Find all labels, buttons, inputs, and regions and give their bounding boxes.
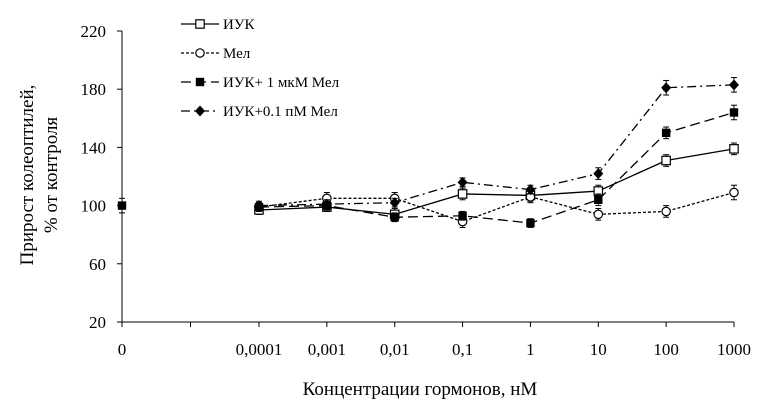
- x-tick-label: 10: [590, 340, 607, 359]
- y-tick-label: 140: [81, 138, 107, 157]
- y-tick-label: 180: [81, 80, 107, 99]
- series-line: [258, 84, 735, 207]
- legend-item: ИУК+ 1 мкМ Мел: [181, 75, 340, 91]
- series-4: [254, 77, 739, 212]
- data-point: [661, 128, 671, 138]
- legend-label: ИУК+0.1 пМ Мел: [223, 104, 338, 120]
- legend-label: Мел: [223, 46, 251, 62]
- legend-marker: [195, 48, 205, 58]
- x-tick-label: 0,01: [380, 340, 410, 359]
- legend-item: Мел: [181, 46, 251, 62]
- legend-label: ИУК: [223, 17, 255, 33]
- y-tick-label: 20: [89, 313, 106, 332]
- legend-item: ИУК: [181, 17, 255, 33]
- legend-marker: [195, 19, 205, 29]
- data-point: [321, 198, 332, 210]
- data-point: [729, 187, 739, 198]
- data-point: [661, 82, 672, 94]
- x-tick-label: 0,1: [452, 340, 473, 359]
- data-point: [594, 195, 603, 204]
- data-point: [390, 213, 399, 222]
- data-point: [457, 176, 468, 188]
- y-tick-label: 100: [81, 197, 107, 216]
- series-line: [258, 148, 735, 215]
- legend-marker: [195, 77, 205, 87]
- y-tick-label: 220: [81, 22, 107, 41]
- x-tick-label: 1: [526, 340, 535, 359]
- data-point: [526, 218, 535, 228]
- legend: ИУК Мел ИУК+ 1 мкМ Мел ИУК+0.1 пМ Мел: [181, 17, 340, 120]
- legend-item: ИУК+0.1 пМ Мел: [181, 104, 338, 120]
- x-tick-label: 100: [653, 340, 679, 359]
- x-tick-label: 1000: [717, 340, 751, 359]
- data-point: [254, 200, 264, 212]
- legend-label: ИУК+ 1 мкМ Мел: [223, 75, 340, 91]
- series-layer: [117, 77, 739, 228]
- control-point: [117, 201, 127, 210]
- data-point: [729, 108, 739, 117]
- y-axis-title-line-2: % от контроля: [41, 117, 62, 234]
- x-axis-title: Концентрации гормонов, нМ: [303, 379, 538, 400]
- y-axis-title-line-1: Прирост колеоптилей,: [17, 85, 38, 266]
- data-point: [458, 211, 467, 220]
- data-point: [661, 206, 671, 217]
- data-point: [525, 184, 536, 196]
- x-tick-label: 0,001: [308, 340, 346, 359]
- data-point: [389, 197, 400, 209]
- x-tick-label: 0,0001: [236, 340, 283, 359]
- control-point-group: [117, 197, 127, 214]
- series-line: [258, 111, 735, 224]
- x-tick-label: 0: [118, 340, 127, 359]
- series-line: [258, 191, 735, 223]
- data-point: [729, 79, 739, 91]
- data-point: [729, 144, 739, 154]
- legend-marker: [195, 105, 205, 117]
- data-point: [457, 189, 468, 199]
- data-point: [593, 209, 604, 220]
- data-point: [661, 155, 671, 166]
- y-tick-label: 60: [89, 255, 106, 274]
- plot-area: 20 60 100 140 180 220 0 0,0001 0,001 0,01 0,1 1 10 10…: [81, 22, 752, 359]
- data-point: [593, 168, 604, 180]
